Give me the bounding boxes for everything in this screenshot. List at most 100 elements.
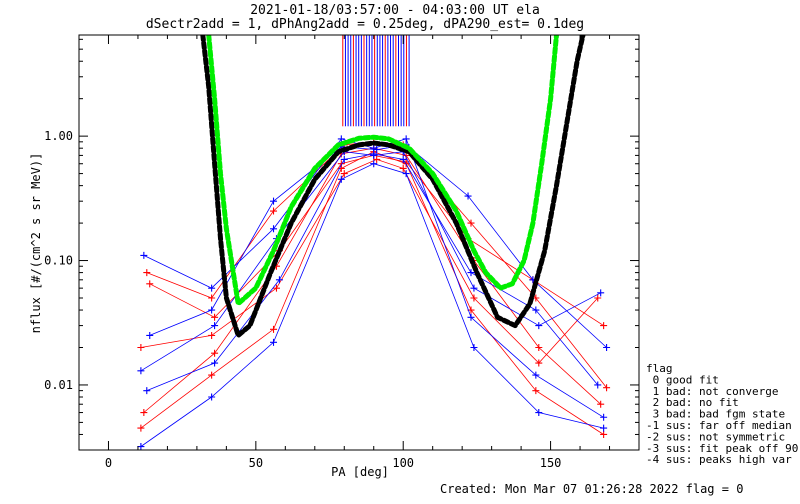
data-point-marker <box>137 424 145 432</box>
data-point-marker <box>535 343 543 351</box>
data-point-marker <box>270 338 278 346</box>
data-point-marker <box>146 280 154 288</box>
legend-entry: flag <box>646 362 673 375</box>
data-point-marker <box>467 219 475 227</box>
legend-entry: 1 bad: not converge <box>646 385 778 398</box>
x-tick-label: 100 <box>392 456 414 470</box>
data-point-marker <box>470 284 478 292</box>
sector-lines <box>342 35 410 127</box>
data-point-marker <box>597 400 605 408</box>
x-axis-label: PA [deg] <box>331 465 389 479</box>
data-point-marker <box>140 251 148 259</box>
data-point-marker <box>535 322 543 330</box>
data-point-marker <box>402 170 410 178</box>
data-point-marker <box>532 306 540 314</box>
legend-entry: 2 bad: no fit <box>646 396 739 409</box>
legend-entry: -3 sus: fit peak off 90 <box>646 442 798 455</box>
data-point-marker <box>143 269 151 277</box>
data-point-marker <box>211 322 219 330</box>
data-point-marker <box>402 135 410 143</box>
data-point-marker <box>600 413 608 421</box>
data-point-marker <box>137 443 145 450</box>
data-point-marker <box>370 150 378 158</box>
data-point-marker <box>208 306 216 314</box>
data-point-marker <box>532 387 540 395</box>
data-point-marker <box>337 175 345 183</box>
x-tick-label: 50 <box>249 456 263 470</box>
y-tick-label: 0.01 <box>44 378 73 392</box>
data-point-marker <box>600 322 608 330</box>
data-point-marker <box>208 331 216 339</box>
data-point-marker <box>143 387 151 395</box>
data-point-marker <box>337 135 345 143</box>
data-point-marker <box>208 393 216 401</box>
data-point-marker <box>370 160 378 168</box>
data-point-marker <box>208 294 216 302</box>
data-point-marker <box>270 197 278 205</box>
data-point-marker <box>275 276 283 284</box>
data-point-marker <box>270 325 278 333</box>
data-series-blue <box>143 150 602 395</box>
data-point-marker <box>146 331 154 339</box>
data-point-marker <box>535 359 543 367</box>
legend-entry: -1 sus: far off median <box>646 419 792 432</box>
x-tick-label: 0 <box>105 456 112 470</box>
data-point-marker <box>337 160 345 168</box>
data-point-marker <box>470 343 478 351</box>
data-series-blue <box>137 160 608 450</box>
data-point-marker <box>137 367 145 375</box>
data-point-marker <box>373 155 381 163</box>
data-point-marker <box>270 207 278 215</box>
data-point-marker <box>600 424 608 432</box>
data-point-marker <box>211 359 219 367</box>
data-point-marker <box>467 313 475 321</box>
data-point-marker <box>532 371 540 379</box>
data-point-marker <box>340 155 348 163</box>
data-point-marker <box>208 371 216 379</box>
data-series-red <box>137 155 602 367</box>
x-tick-label: 150 <box>540 456 562 470</box>
data-point-marker <box>211 349 219 357</box>
data-series-blue <box>137 148 605 375</box>
plot-frame <box>78 34 640 451</box>
data-point-marker <box>208 284 216 292</box>
series-line <box>140 158 598 364</box>
data-point-marker <box>594 381 602 389</box>
data-point-marker <box>211 313 219 321</box>
data-point-marker <box>270 225 278 233</box>
data-point-marker <box>594 294 602 302</box>
data-point-marker <box>399 155 407 163</box>
data-point-marker <box>467 269 475 277</box>
x-axis: 0 50 100 150 <box>78 35 640 470</box>
data-point-marker <box>597 289 605 297</box>
legend-entry: -2 sus: not symmetric <box>646 430 785 443</box>
y-axis-label: nflux [#/(cm^2 s sr MeV)] <box>29 153 43 334</box>
data-point-marker <box>470 294 478 302</box>
data-point-marker <box>535 409 543 417</box>
fit-curve-green_fit <box>206 35 559 307</box>
data-point-marker <box>140 409 148 417</box>
fit-curve-black_fit <box>200 35 586 338</box>
data-point-marker <box>464 192 472 200</box>
y-axis: 0.01 0.10 1.00 <box>44 38 639 451</box>
y-tick-label: 0.10 <box>44 254 73 268</box>
data-point-marker <box>603 384 611 392</box>
legend-entry: 3 bad: bad fgm state <box>646 408 785 421</box>
plot-area <box>137 35 611 450</box>
legend-entry: 0 good fit <box>646 373 719 386</box>
data-point-marker <box>373 146 381 154</box>
data-point-marker <box>600 430 608 438</box>
data-point-marker <box>399 164 407 172</box>
flag-legend: flag 0 good fit 1 bad: not converge 2 ba… <box>646 362 798 466</box>
y-tick-label: 1.00 <box>44 129 73 143</box>
data-point-marker <box>603 343 611 351</box>
chart-title-line-1: 2021-01-18/03:57:00 - 04:03:00 UT ela <box>250 3 540 18</box>
data-point-marker <box>137 343 145 351</box>
data-point-marker <box>272 284 280 292</box>
legend-entry: -4 sus: peaks high var <box>646 453 792 466</box>
data-point-marker <box>340 170 348 178</box>
chart-title-line-2: dSectr2add = 1, dPhAng2add = 0.25deg, dP… <box>146 17 584 32</box>
footer-text: Created: Mon Mar 07 01:26:28 2022 flag =… <box>440 482 743 496</box>
